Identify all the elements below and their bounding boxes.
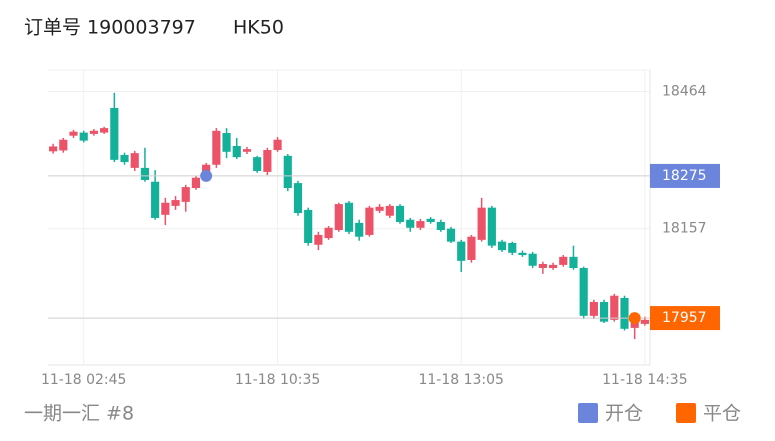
y-tick-label: 18157: [662, 221, 707, 237]
candle-body: [130, 153, 139, 168]
candle-body: [477, 207, 486, 240]
candle-body: [620, 297, 629, 329]
candle-body: [406, 219, 415, 228]
candle-body: [120, 154, 129, 163]
candle-body: [518, 252, 527, 256]
candle-body: [355, 222, 364, 237]
trade-marker: [628, 312, 641, 325]
candle-body: [416, 221, 425, 228]
candle-body: [569, 256, 578, 269]
candle-body: [110, 107, 119, 160]
candle-body: [457, 241, 466, 261]
candle-body: [304, 209, 313, 243]
candle-body: [610, 295, 619, 320]
candle-body: [365, 207, 374, 235]
candle-body: [497, 241, 507, 251]
price-tag-label: 17957: [662, 310, 707, 326]
candle-body: [487, 207, 496, 246]
legend-label: 平仓: [703, 403, 741, 425]
candle-body: [426, 218, 435, 222]
price-tag-label: 18275: [662, 168, 707, 184]
candle-body: [436, 221, 445, 231]
candle-body: [212, 130, 221, 165]
symbol: HK50: [233, 17, 284, 39]
candle-body: [253, 157, 262, 172]
x-tick-label: 11-18 13:05: [418, 372, 503, 388]
legend-label: 开仓: [605, 403, 643, 425]
candle-body: [161, 202, 170, 215]
candle-body: [89, 130, 98, 134]
candle-body: [232, 145, 241, 158]
candle-body: [559, 256, 568, 265]
candle-body: [151, 181, 160, 218]
candle-body: [630, 321, 639, 328]
x-tick-label: 11-18 14:35: [602, 372, 687, 388]
candle-body: [467, 236, 476, 260]
x-tick-label: 11-18 10:35: [235, 372, 320, 388]
candle-body: [69, 131, 78, 136]
candle-body: [508, 242, 517, 253]
candle-body: [589, 301, 598, 316]
price-tag: [650, 306, 720, 331]
candle-body: [446, 228, 456, 242]
footer-text: 一期一汇 #8: [24, 403, 134, 425]
candle-body: [181, 187, 190, 202]
candle-body: [273, 139, 282, 151]
candle-body: [242, 149, 252, 152]
candle-body: [49, 146, 58, 152]
candle-body: [59, 139, 68, 151]
candle-body: [579, 268, 588, 316]
candle-body: [600, 301, 609, 322]
candle-body: [395, 205, 405, 222]
candle-body: [171, 200, 180, 206]
candle-body: [263, 150, 272, 172]
candle-body: [538, 263, 547, 269]
candle-body: [528, 253, 537, 266]
candle-body: [314, 234, 323, 245]
price-tag: [650, 163, 720, 188]
candle-body: [385, 205, 394, 216]
candle-body: [100, 128, 109, 133]
x-tick-label: 11-18 02:45: [41, 372, 126, 388]
candle-body: [324, 227, 333, 239]
y-tick-label: 18464: [662, 83, 707, 99]
candle-body: [640, 319, 649, 324]
candle-body: [79, 132, 88, 141]
candle-body: [140, 167, 150, 180]
trade-marker: [200, 169, 213, 182]
candle-body: [222, 133, 231, 152]
candle-body: [191, 177, 201, 188]
candle-body: [548, 264, 558, 269]
candle-body: [344, 202, 354, 232]
legend-swatch: [676, 403, 696, 423]
legend-swatch: [578, 403, 598, 423]
order-number: 订单号 190003797: [24, 17, 196, 39]
candle-body: [283, 155, 292, 188]
candle-body: [375, 206, 384, 211]
candle-body: [334, 204, 343, 231]
candle-body: [293, 183, 303, 214]
